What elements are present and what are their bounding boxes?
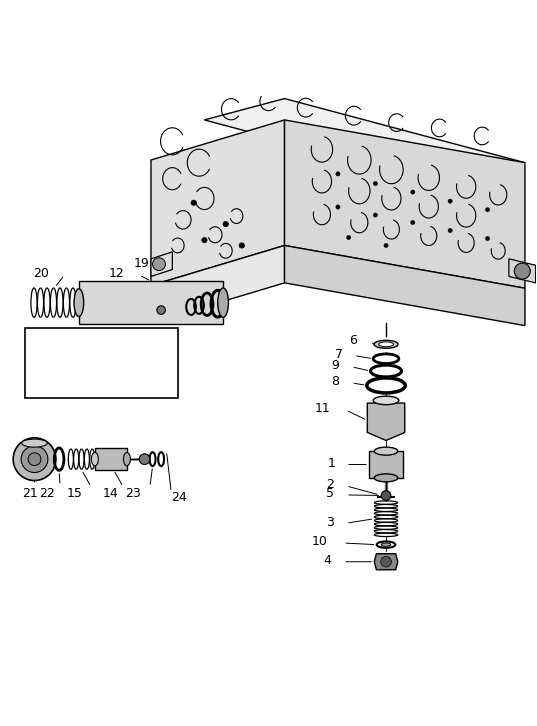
Polygon shape: [285, 245, 525, 325]
Circle shape: [28, 453, 41, 465]
Circle shape: [191, 200, 197, 205]
Ellipse shape: [381, 543, 391, 546]
Text: 3: 3: [326, 515, 333, 529]
Text: 17: 17: [166, 269, 182, 282]
Text: 9: 9: [331, 359, 339, 372]
Circle shape: [411, 221, 415, 224]
Text: 22: 22: [39, 487, 55, 500]
Circle shape: [153, 258, 165, 271]
Circle shape: [384, 243, 388, 248]
Ellipse shape: [373, 396, 399, 404]
Circle shape: [239, 242, 244, 248]
Circle shape: [381, 556, 391, 567]
Text: 18: 18: [152, 263, 168, 276]
Text: 6: 6: [349, 333, 357, 346]
Text: 21: 21: [21, 487, 38, 500]
Text: 8: 8: [331, 375, 339, 388]
Text: 4: 4: [324, 554, 331, 567]
Text: 16: 16: [179, 276, 195, 289]
Text: 13: 13: [246, 281, 262, 294]
Circle shape: [411, 190, 415, 194]
Text: 1: 1: [328, 457, 335, 470]
Circle shape: [336, 205, 340, 209]
Ellipse shape: [374, 340, 398, 348]
Circle shape: [336, 172, 340, 176]
Text: 23: 23: [126, 487, 141, 499]
Bar: [25, 328, 178, 398]
Text: 15: 15: [67, 487, 83, 499]
Polygon shape: [509, 259, 535, 283]
Polygon shape: [285, 120, 525, 288]
Text: 11: 11: [315, 402, 330, 415]
Ellipse shape: [74, 289, 84, 317]
Circle shape: [223, 221, 228, 227]
Circle shape: [485, 237, 490, 240]
Ellipse shape: [124, 452, 130, 466]
Ellipse shape: [374, 447, 398, 455]
Circle shape: [485, 208, 490, 212]
Ellipse shape: [374, 474, 398, 482]
Circle shape: [21, 446, 48, 473]
Circle shape: [381, 491, 391, 500]
Circle shape: [202, 237, 207, 242]
Polygon shape: [151, 252, 172, 277]
Text: 2: 2: [326, 478, 333, 492]
Circle shape: [448, 229, 452, 232]
Circle shape: [514, 263, 530, 279]
Text: 10: 10: [311, 536, 327, 548]
Ellipse shape: [217, 288, 228, 317]
Circle shape: [346, 235, 351, 240]
Text: 20: 20: [34, 266, 49, 280]
Ellipse shape: [379, 342, 394, 347]
Text: 14: 14: [103, 487, 119, 499]
Circle shape: [373, 182, 378, 186]
Polygon shape: [151, 245, 285, 323]
Text: 24: 24: [171, 491, 187, 504]
Polygon shape: [205, 99, 525, 184]
Bar: [369, 451, 403, 478]
Ellipse shape: [91, 452, 98, 466]
Circle shape: [448, 199, 452, 203]
Ellipse shape: [21, 439, 47, 447]
Text: 5: 5: [325, 487, 333, 500]
Circle shape: [157, 306, 165, 314]
Bar: [95, 449, 127, 470]
Polygon shape: [374, 554, 398, 570]
Circle shape: [373, 213, 378, 217]
Text: 19: 19: [134, 257, 150, 270]
Circle shape: [13, 438, 56, 481]
Bar: [79, 281, 223, 324]
Text: 12: 12: [108, 266, 124, 280]
Circle shape: [139, 454, 150, 465]
Text: 7: 7: [335, 348, 343, 361]
Polygon shape: [151, 120, 285, 285]
Polygon shape: [367, 403, 405, 441]
